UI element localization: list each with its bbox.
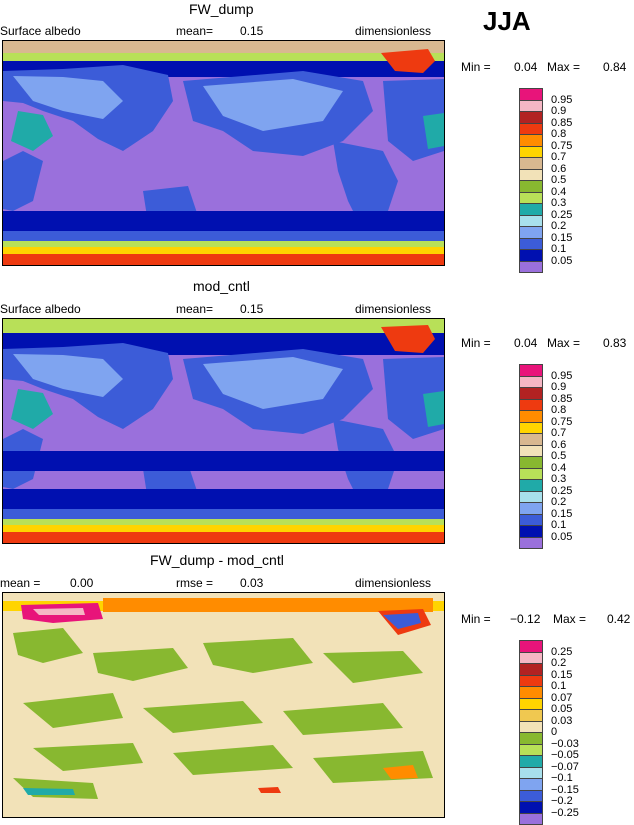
colorbar-tick-label: 0.75 — [551, 416, 572, 428]
colorbar-tick-label: 0.07 — [551, 692, 572, 704]
panel3-min-label: Min = — [461, 612, 491, 626]
panel3-map — [2, 592, 445, 818]
panel1-min-label: Min = — [461, 60, 491, 74]
panel2-mean-value: 0.15 — [240, 302, 263, 316]
panel1-variable-label: Surface albedo — [0, 24, 81, 38]
colorbar-tick-label: 0.5 — [551, 450, 566, 462]
panel2-max-value: 0.83 — [603, 336, 626, 350]
panel2-max-label: Max = — [547, 336, 580, 350]
colorbar-tick-label: 0.25 — [551, 646, 572, 658]
panel3-units: dimensionless — [355, 576, 431, 590]
colorbar-tick-label: −0.2 — [551, 795, 573, 807]
colorbar-tick-label: 0.8 — [551, 128, 566, 140]
panel3-max-value: 0.42 — [607, 612, 630, 626]
panel3-rmse-label: rmse = — [176, 576, 213, 590]
colorbar-tick-label: 0.15 — [551, 508, 572, 520]
colorbar-tick-label: 0.03 — [551, 715, 572, 727]
panel2-mean-label: mean= — [176, 302, 213, 316]
colorbar-tick-label: −0.07 — [551, 761, 579, 773]
panel3-rmse-value: 0.03 — [240, 576, 263, 590]
colorbar-tick-label: 0.05 — [551, 703, 572, 715]
colorbar-tick-label: 0.2 — [551, 657, 566, 669]
colorbar-tick-label: 0.2 — [551, 220, 566, 232]
colorbar-tick-label: 0.5 — [551, 174, 566, 186]
panel3-mean-value: 0.00 — [70, 576, 93, 590]
panel2-min-label: Min = — [461, 336, 491, 350]
panel3-max-label: Max = — [553, 612, 586, 626]
colorbar-tick-label: 0.9 — [551, 105, 566, 117]
season-title: JJA — [483, 6, 531, 37]
colorbar-tick-label: −0.03 — [551, 738, 579, 750]
colorbar-tick-label: −0.1 — [551, 772, 573, 784]
panel2-title: mod_cntl — [193, 279, 250, 293]
panel1-mean-label: mean= — [176, 24, 213, 38]
colorbar-tick-label: 0.95 — [551, 370, 572, 382]
colorbar-tick-label: 0.15 — [551, 669, 572, 681]
panel2-units: dimensionless — [355, 302, 431, 316]
colorbar-tick-label: 0 — [551, 726, 557, 738]
panel3-mean-label: mean = — [0, 576, 40, 590]
colorbar-tick-label: 0.75 — [551, 140, 572, 152]
colorbar-tick-label: 0.6 — [551, 163, 566, 175]
panel3-map-graphic — [3, 593, 444, 817]
colorbar-tick-label: 0.1 — [551, 680, 566, 692]
panel2-min-value: 0.04 — [514, 336, 537, 350]
colorbar-tick-label: 0.1 — [551, 243, 566, 255]
colorbar-tick-label: 0.25 — [551, 485, 572, 497]
colorbar-tick-label: 0.6 — [551, 439, 566, 451]
colorbar-tick-label: 0.7 — [551, 427, 566, 439]
panel1-units: dimensionless — [355, 24, 431, 38]
panel3-title: FW_dump - mod_cntl — [150, 553, 284, 567]
colorbar-tick-label: 0.9 — [551, 381, 566, 393]
colorbar-tick-label: 0.15 — [551, 232, 572, 244]
colorbar-tick-label: 0.85 — [551, 393, 572, 405]
colorbar-swatch — [519, 537, 543, 550]
colorbar-tick-label: 0.3 — [551, 473, 566, 485]
panel1-map — [2, 40, 445, 266]
colorbar-tick-label: 0.4 — [551, 462, 566, 474]
panel3-min-value: −0.12 — [510, 612, 540, 626]
colorbar-tick-label: 0.85 — [551, 117, 572, 129]
colorbar-tick-label: 0.05 — [551, 255, 572, 267]
panel1-mean-value: 0.15 — [240, 24, 263, 38]
colorbar-tick-label: 0.7 — [551, 151, 566, 163]
colorbar-tick-label: −0.25 — [551, 807, 579, 819]
panel1-max-value: 0.84 — [603, 60, 626, 74]
colorbar-tick-label: −0.15 — [551, 784, 579, 796]
colorbar-tick-label: 0.95 — [551, 94, 572, 106]
panel2-variable-label: Surface albedo — [0, 302, 81, 316]
colorbar-tick-label: 0.4 — [551, 186, 566, 198]
panel1-map-graphic — [3, 41, 444, 265]
colorbar-swatch — [519, 813, 543, 825]
colorbar-tick-label: 0.05 — [551, 531, 572, 543]
panel1-min-value: 0.04 — [514, 60, 537, 74]
colorbar-tick-label: 0.25 — [551, 209, 572, 221]
panel2-map-graphic — [3, 319, 444, 543]
colorbar-tick-label: 0.8 — [551, 404, 566, 416]
panel1-title: FW_dump — [189, 2, 254, 16]
panel2-map — [2, 318, 445, 544]
colorbar-tick-label: 0.2 — [551, 496, 566, 508]
panel1-max-label: Max = — [547, 60, 580, 74]
colorbar-tick-label: 0.3 — [551, 197, 566, 209]
colorbar-tick-label: −0.05 — [551, 749, 579, 761]
colorbar-tick-label: 0.1 — [551, 519, 566, 531]
colorbar-swatch — [519, 261, 543, 274]
